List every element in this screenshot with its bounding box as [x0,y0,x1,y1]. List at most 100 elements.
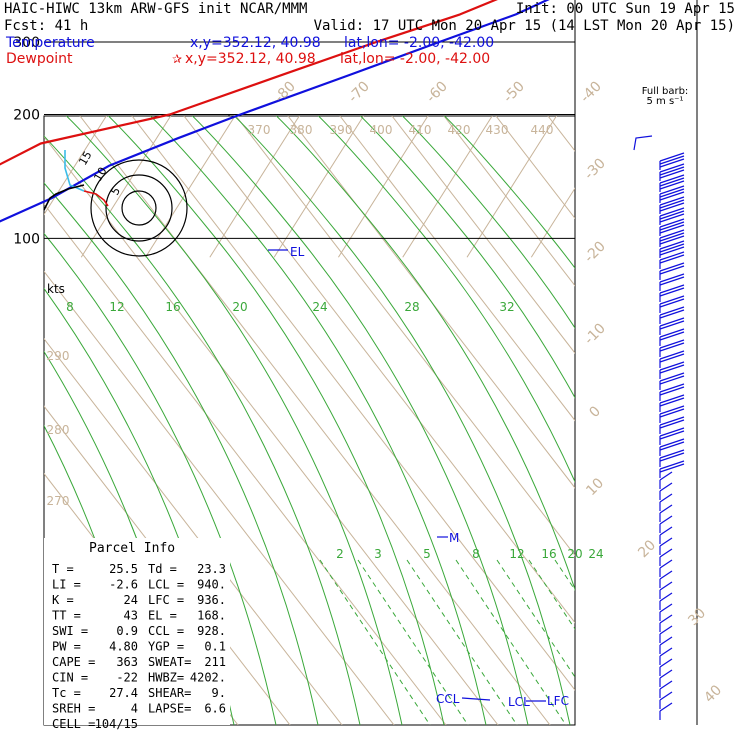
parcel-label: T = [52,562,74,576]
mixing-ratio-line [406,559,518,725]
wind-barb-flag [659,548,673,558]
dry-adiabat-line [44,135,499,725]
wind-barb-flag [659,364,685,374]
dry-adiabat-line [235,116,575,557]
wind-barb-flag [659,273,685,283]
parcel-box-bg [44,538,230,725]
theta-label: 380 [290,123,313,137]
parcel-value: 363 [116,655,138,669]
mixing-ratio-label: 5 [423,547,431,561]
theta-label: 420 [448,123,471,137]
wind-barb-flag [659,235,685,245]
wind-barb-flag [659,394,685,404]
wind-barb-flag [659,702,673,712]
isotherm-line [338,116,429,258]
parcel-label: LFC = [148,593,184,607]
wind-barb-flag [659,614,673,624]
hodograph: kts 5 10 15 [43,149,188,296]
wind-barb-flag [659,158,685,168]
moist-adiabat-line [149,116,487,725]
dewpoint-trace [0,0,498,166]
parcel-label: LCL = [148,578,184,592]
dry-adiabat-line [44,270,395,725]
mixing-ratio-label: 20 [232,300,247,314]
theta-label: 280 [47,423,70,437]
parcel-value: 936. [197,593,226,607]
dry-adiabat-line [391,116,575,354]
parcel-label: CAPE = [52,655,95,669]
isotherm-line [466,116,558,258]
parcel-value: 104/15 [95,717,138,731]
ccl-label: CCL [436,692,460,706]
wind-barb-flag [659,240,685,250]
clipped-grid [0,116,740,725]
parcel-label: CCL = [148,624,184,638]
lcl-label: LCL [508,695,530,709]
isotherm-label: -20 [581,238,608,265]
wind-barb-flag [659,246,685,256]
pressure-tick-label: 200 [13,107,40,123]
isotherm-label: -70 [345,78,372,105]
wind-barb-flag [659,232,685,242]
parcel-label: EL = [148,609,177,623]
theta-label: 430 [486,123,509,137]
el-label: EL [290,245,305,259]
wind-barb-flag [659,691,673,701]
parcel-label: LI = [52,578,81,592]
wind-barb-flag [659,441,685,451]
wind-barb-flag [659,493,673,503]
wind-barb-flag [659,191,685,201]
wind-barb-flag [659,419,685,429]
theta-label: 290 [47,349,70,363]
wind-barb-flag [659,405,685,415]
dry-adiabat-line [0,116,30,725]
wind-barb-flag [659,265,685,275]
wind-barb-flag [659,331,685,341]
mixing-ratio-label: 20 [567,547,582,561]
pressure-tick-label: 100 [13,231,40,247]
parcel-value: 23.3 [197,562,226,576]
isotherm-label: 30 [685,605,709,629]
parcel-value: 24 [124,593,138,607]
wind-barb-flag [659,570,673,580]
parcel-label: CIN = [52,671,88,685]
legend-dewpoint-star: ✰ [172,52,182,66]
wind-barb-flag [659,471,673,481]
wind-barb-flag [659,427,685,437]
dry-adiabat-line [44,203,447,725]
mixing-ratio-label: 2 [336,547,344,561]
wind-barb-flag [659,460,685,470]
sounding-traces [0,0,550,702]
isotherm-label: 10 [583,475,607,499]
wind-barb-flag [659,166,685,176]
mixing-ratio-lines [319,559,575,725]
legend-temperature-latlon: lat,lon= -2.00, -42.00 [344,35,494,51]
parcel-value: 4.80 [109,640,138,654]
parcel-value: 25.5 [109,562,138,576]
hodo-trace-cyan [64,150,85,192]
wind-barb-flag [659,174,685,184]
mixing-ratio-label: 16 [541,547,556,561]
isotherm-label: 40 [701,682,725,706]
wind-barb-flag [659,592,673,602]
hodo-trace-black [43,184,85,211]
isotherm-line [80,116,172,258]
header-fcst: Fcst: 41 h [4,18,88,34]
theta-label: 440 [531,123,554,137]
wind-barb-flag [659,416,685,426]
wind-barb-flag [659,276,685,286]
parcel-label: LAPSE= [148,702,191,716]
wind-barb-flag [659,309,685,319]
dry-adiabat-line [652,116,740,725]
wind-barb-flag [659,375,685,385]
hodo-ring [90,159,188,257]
wind-barb-flag [659,342,685,352]
moist-adiabat-line [191,116,529,725]
wind-barb-flag [659,207,685,217]
wind-barb-flag [659,229,685,239]
moist-adiabat-line [44,182,319,725]
mixing-ratio-label: 32 [499,300,514,314]
wind-barb-flag [659,383,685,393]
theta-label: 410 [409,123,432,137]
